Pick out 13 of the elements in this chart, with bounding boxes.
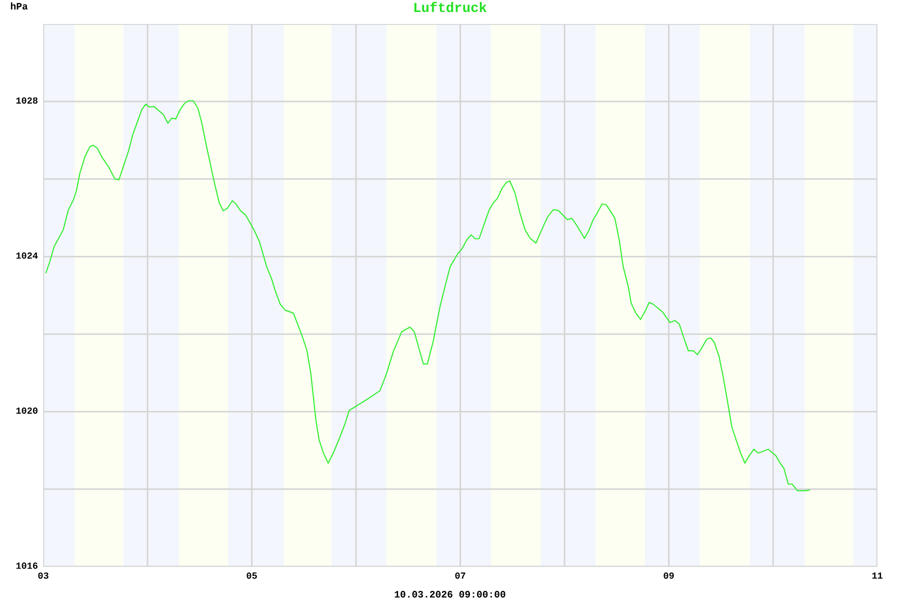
x-tick-label: 07 bbox=[455, 572, 466, 579]
y-tick-label: 1028 bbox=[16, 97, 38, 104]
chart-title: Luftdruck bbox=[414, 2, 487, 12]
y-tick-label: 1020 bbox=[16, 407, 38, 414]
y-tick-label: 1016 bbox=[16, 562, 38, 569]
y-axis-title: hPa bbox=[10, 2, 28, 10]
line-series bbox=[45, 100, 811, 492]
x-tick-label: 11 bbox=[872, 572, 882, 579]
text: 10.03.2026 09:00:00 bbox=[394, 590, 506, 598]
y-tick-label: 1024 bbox=[16, 252, 38, 259]
x-tick-label: 09 bbox=[664, 572, 674, 579]
x-tick-label: 03 bbox=[38, 572, 48, 579]
x-tick-label: 05 bbox=[246, 572, 257, 579]
